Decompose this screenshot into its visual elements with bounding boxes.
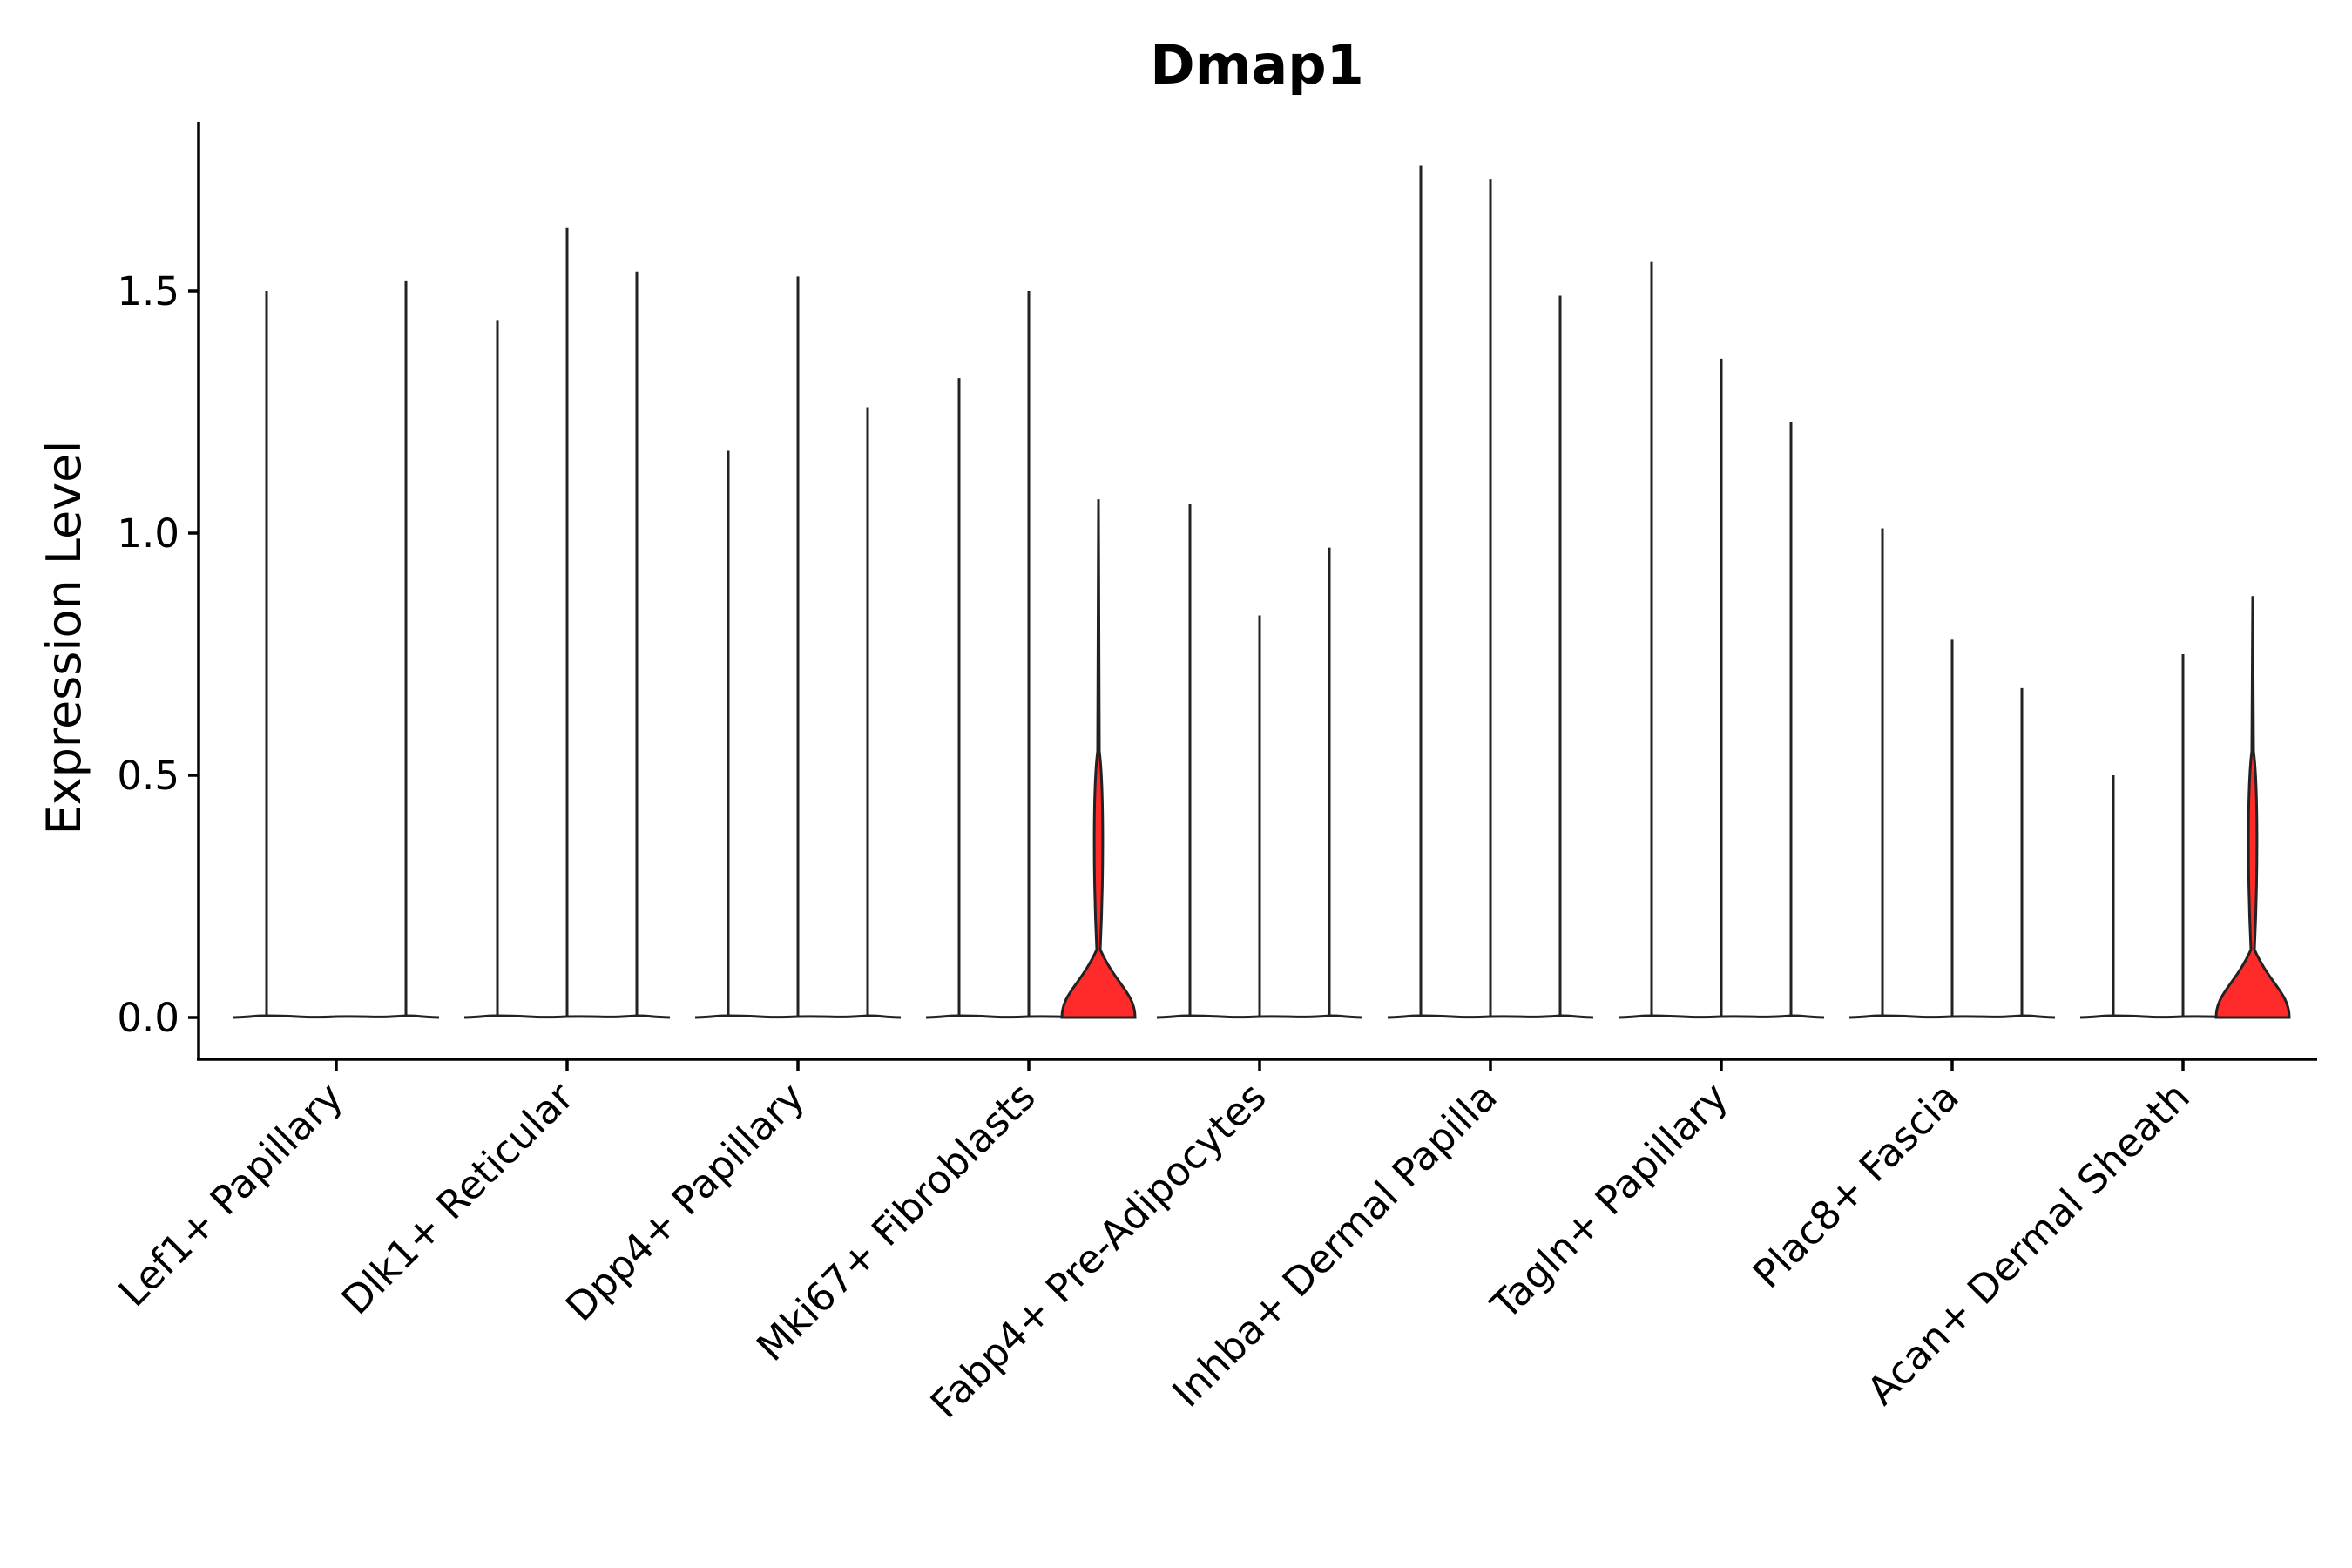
y-axis-label: Expression Level — [37, 441, 91, 835]
violin-highlight — [2214, 596, 2291, 1019]
violin-group — [1387, 165, 1594, 1019]
violin-group — [233, 280, 440, 1019]
y-tick-label: 1.5 — [117, 268, 179, 314]
violin-group — [2079, 596, 2291, 1019]
y-axis: 0.0 0.5 1.0 1.5 — [117, 268, 199, 1041]
x-tick-label: Tagln+ Papillary — [1482, 1073, 1737, 1328]
violin-group — [1848, 528, 2056, 1019]
chart-title: Dmap1 — [1150, 33, 1363, 97]
x-tick-label: Dpp4+ Papillary — [557, 1073, 814, 1330]
y-tick-label: 0.5 — [117, 753, 179, 799]
violins-layer — [233, 165, 2291, 1019]
violin-highlight — [1060, 499, 1137, 1019]
y-tick-label: 0.0 — [117, 995, 179, 1041]
x-tick-label: Plac8+ Fascia — [1744, 1073, 1968, 1297]
violin-group — [925, 291, 1137, 1019]
violin-body — [233, 1014, 440, 1019]
x-tick-label: Dlk1+ Reticular — [333, 1073, 583, 1323]
x-tick-label: Lef1+ Papillary — [110, 1073, 352, 1315]
violin-group — [1618, 261, 1825, 1019]
violin-group — [1156, 504, 1363, 1019]
violin-group — [463, 227, 671, 1019]
y-tick-label: 1.0 — [117, 510, 179, 557]
violin-group — [694, 276, 902, 1019]
